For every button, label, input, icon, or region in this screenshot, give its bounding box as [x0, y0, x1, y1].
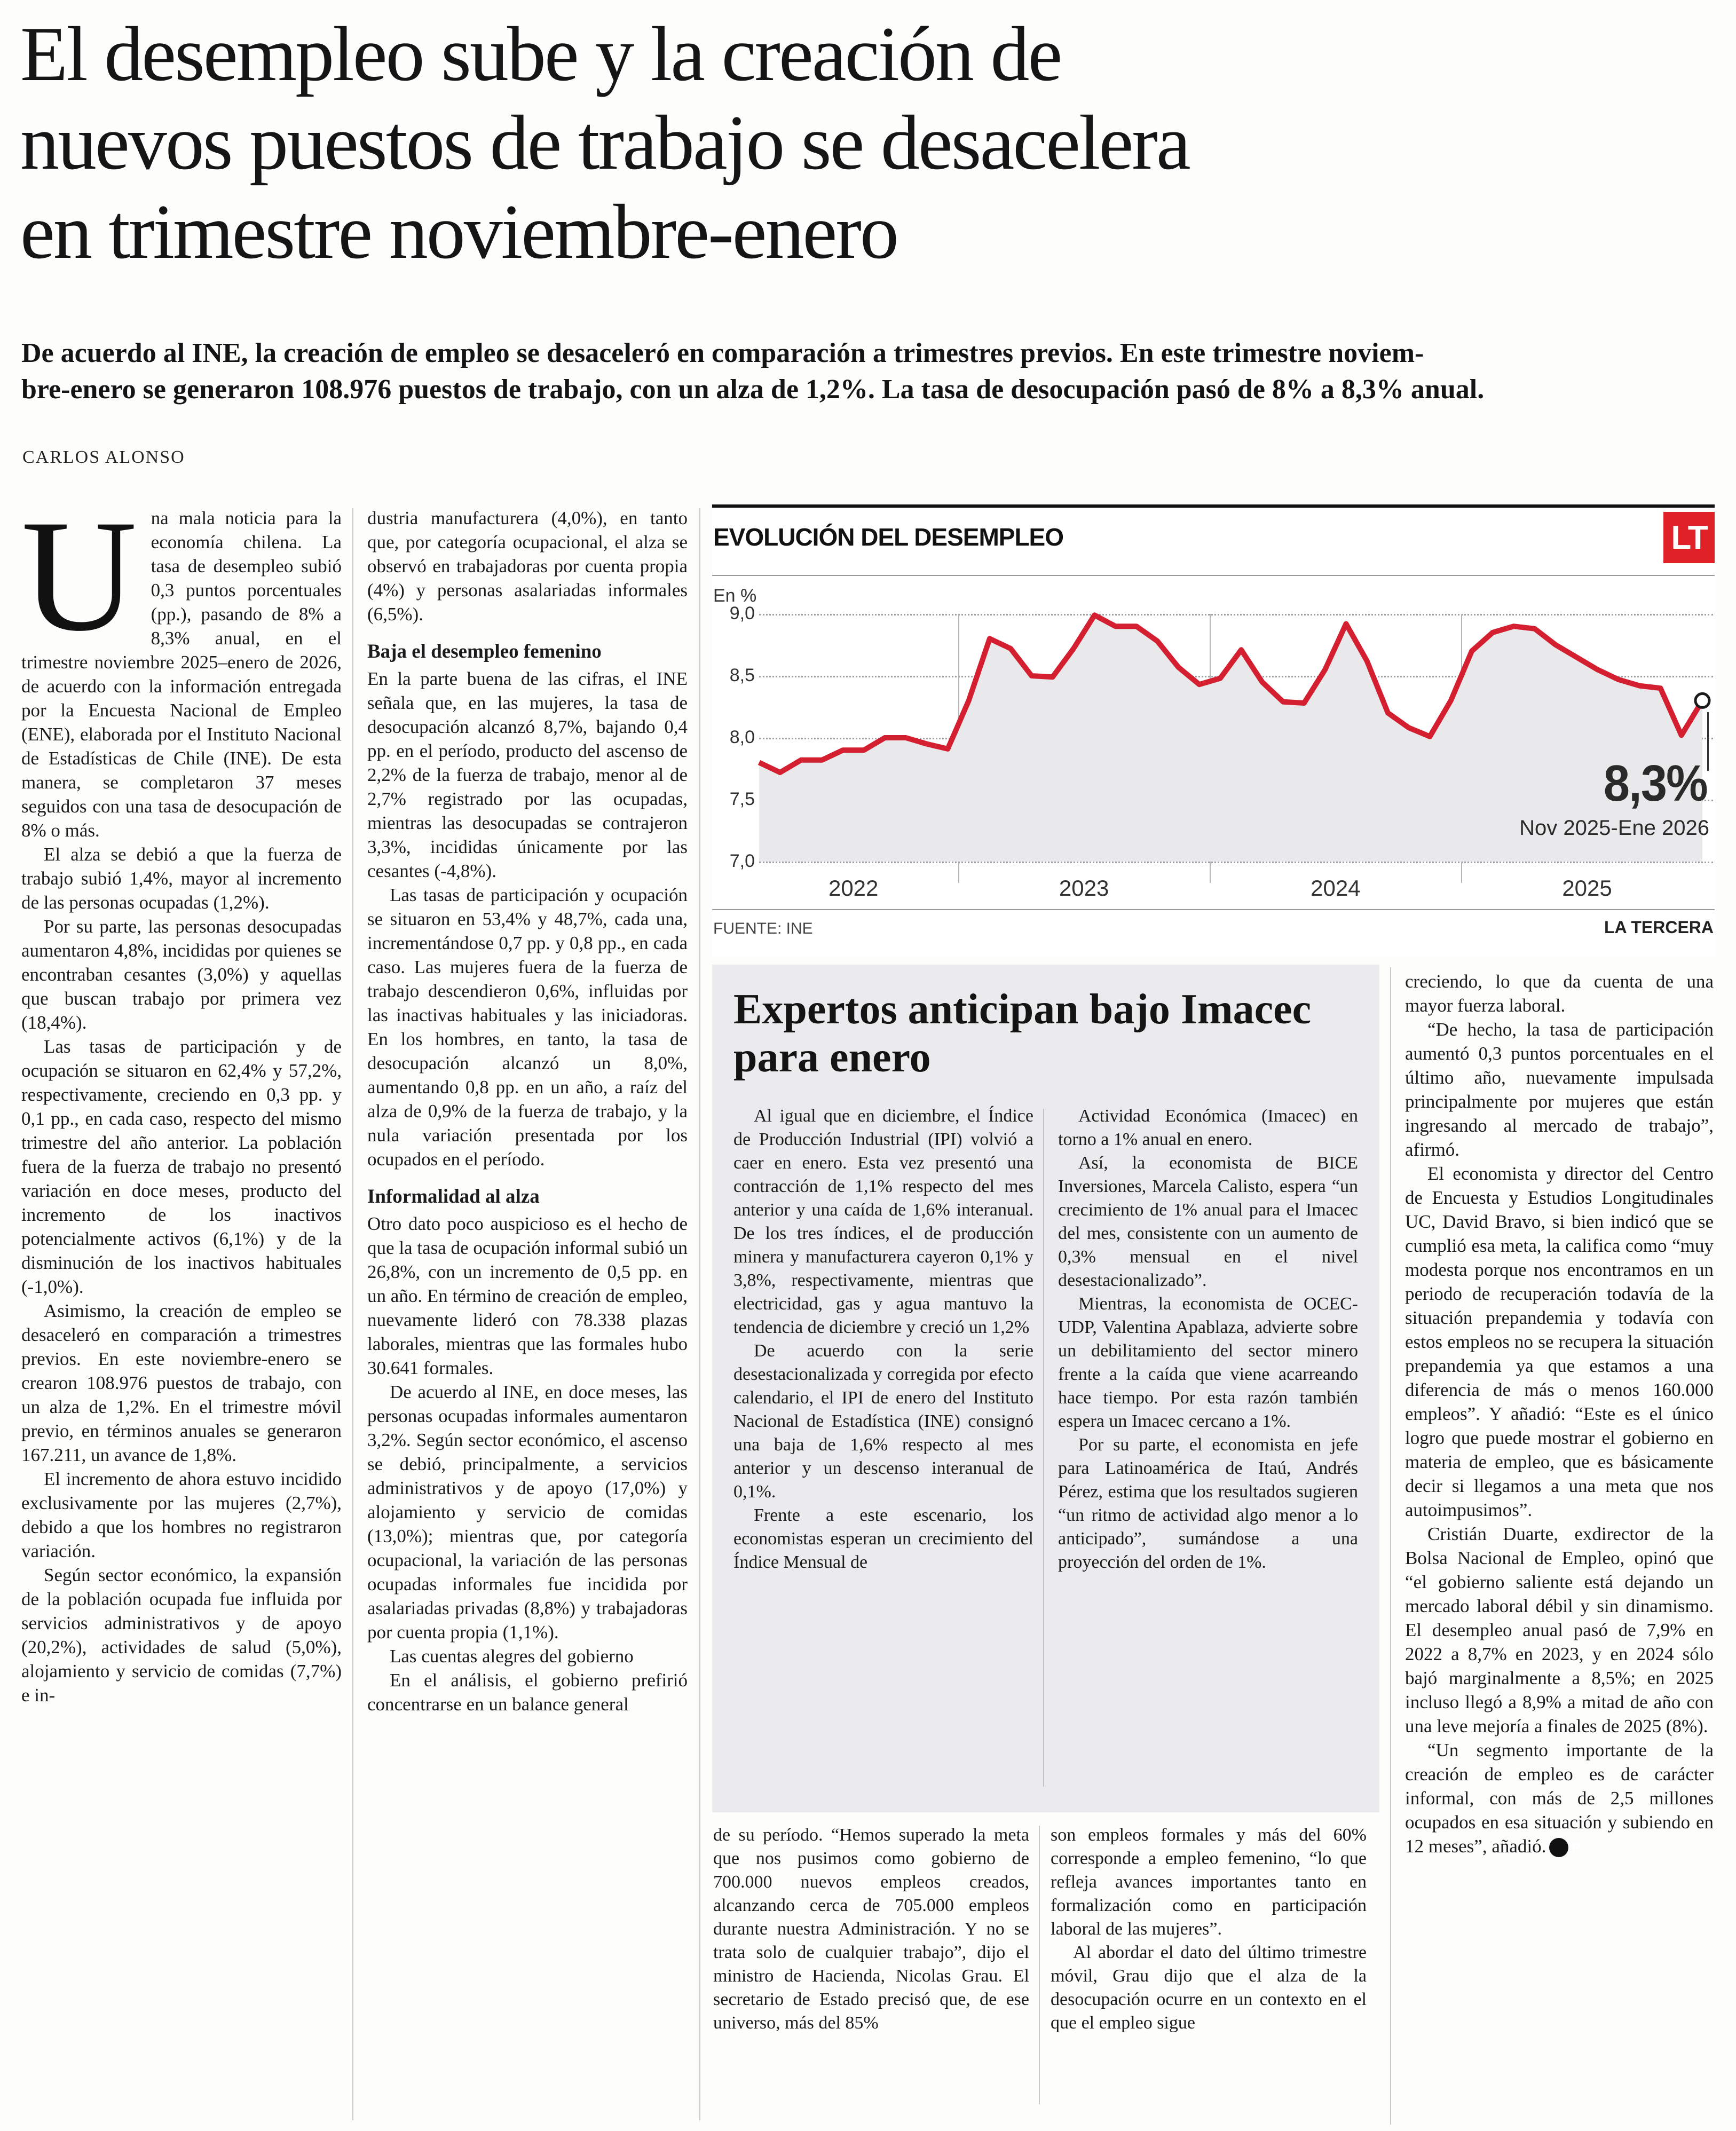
unemployment-line-chart [757, 612, 1711, 862]
paragraph: En la parte buena de las cifras, el INE … [367, 668, 688, 881]
article-column-2: dustria manufacturera (4,0%), en tanto q… [367, 506, 688, 2113]
column-rule [699, 508, 700, 2120]
paragraph: Al igual que en diciembre, el Índice de … [733, 1106, 1033, 1337]
chart-annotation-tick [1707, 712, 1709, 771]
paragraph: Cristián Duarte, exdirector de la Bolsa … [1405, 1524, 1714, 1737]
chart-bottom-rule [712, 909, 1715, 910]
drop-cap: U [21, 506, 137, 664]
last-value-marker [1694, 692, 1711, 709]
paragraph: Las tasas de participación y de ocupació… [21, 1036, 342, 1297]
feature-title: Expertos anticipan bajo Imacec para ener… [733, 986, 1312, 1081]
paragraph: Por su parte, el economista en jefe para… [1058, 1435, 1358, 1572]
chart-annotation-period: Nov 2025-Ene 2026 [1519, 816, 1709, 840]
feature-column-left: Al igual que en diciembre, el Índice de … [733, 1104, 1033, 1791]
y-axis-tick-label: 7,0 [729, 851, 755, 871]
chart-title: EVOLUCIÓN DEL DESEMPLEO [713, 523, 1064, 551]
chart-unit-label: En % [713, 586, 757, 606]
subhead: Baja el desempleo femenino [367, 641, 602, 662]
paragraph: Asimismo, la creación de empleo se desac… [21, 1300, 342, 1465]
paragraph: En el análisis, el gobierno prefirió con… [367, 1670, 688, 1715]
paragraph: Según sector económico, la expansión de … [21, 1565, 342, 1706]
end-of-article-mark: P [1549, 1838, 1581, 1857]
paragraph: Actividad Económica (Imacec) en torno a … [1058, 1106, 1358, 1149]
column-rule [1039, 1826, 1040, 2104]
chart-top-rule [712, 504, 1715, 508]
gridline [759, 862, 1713, 863]
column-rule [1390, 967, 1391, 2125]
paragraph: El alza se debió a que la fuerza de trab… [21, 844, 342, 913]
chart-credit: LA TERCERA [1604, 918, 1714, 937]
paragraph: Así, la economista de BICE Inversiones, … [1058, 1153, 1358, 1290]
paragraph: Mientras, la economista de OCEC-UDP, Val… [1058, 1294, 1358, 1431]
feature-column-right: Actividad Económica (Imacec) en torno a … [1058, 1104, 1358, 1791]
y-axis-tick-label: 9,0 [729, 603, 755, 623]
feature-box: Expertos anticipan bajo Imacec para ener… [712, 965, 1379, 1812]
paragraph: De acuerdo al INE, en doce meses, las pe… [367, 1382, 688, 1643]
column-rule [352, 508, 353, 2120]
lt-logo: LT [1663, 512, 1715, 563]
x-axis-year-label: 2025 [1562, 875, 1612, 901]
feature-column-rule [1043, 1109, 1044, 1787]
byline: CARLOS ALONSO [22, 447, 185, 467]
article-column-right: creciendo, lo que da cuenta de una mayor… [1405, 969, 1714, 2128]
paragraph: son empleos formales y más del 60% corre… [1051, 1825, 1367, 1939]
paragraph: “Un segmento importante de la creación d… [1405, 1740, 1714, 1857]
paragraph: De acuerdo con la serie desestacionaliza… [733, 1341, 1033, 1502]
article-column-bottom-left: de su período. “Hemos superado la meta q… [713, 1824, 1029, 2122]
paragraph: Otro dato poco auspicioso es el hecho de… [367, 1213, 688, 1378]
y-axis-tick-label: 8,5 [729, 665, 755, 685]
x-axis-year-label: 2024 [1311, 875, 1361, 901]
paragraph: El incremento de ahora estuvo incidido e… [21, 1469, 342, 1561]
paragraph: de su período. “Hemos superado la meta q… [713, 1825, 1029, 2033]
unemployment-chart: EVOLUCIÓN DEL DESEMPLEO LT En % 9,0 8,5 8,… [712, 504, 1715, 957]
chart-annotation-value: 8,3% [1604, 755, 1708, 812]
headline: El desempleo sube y la creación de nuevo… [20, 11, 1191, 275]
area-fill [759, 615, 1702, 862]
paragraph: “De hecho, la tasa de participación aume… [1405, 1019, 1714, 1160]
paragraph: Frente a este escenario, los economistas… [733, 1505, 1033, 1572]
unemployment-line [757, 612, 1705, 775]
subhead: Informalidad al alza [367, 1186, 540, 1207]
paragraph: Las cuentas alegres del gobierno [390, 1646, 634, 1667]
paragraph: El economista y director del Centro de E… [1405, 1163, 1714, 1520]
paragraph: Las tasas de participación y ocupación s… [367, 885, 688, 1170]
paragraph: creciendo, lo que da cuenta de una mayor… [1405, 971, 1714, 1016]
chart-source: FUENTE: INE [713, 920, 813, 937]
x-axis-year-label: 2022 [828, 875, 879, 901]
paragraph: Al abordar el dato del último trimestre … [1051, 1943, 1367, 2033]
article-column-bottom-right: son empleos formales y más del 60% corre… [1051, 1824, 1367, 2122]
deck: De acuerdo al INE, la creación de empleo… [21, 338, 1485, 405]
gridline [759, 614, 1713, 615]
x-axis-year-label: 2023 [1059, 875, 1109, 901]
y-axis-tick-label: 7,5 [729, 789, 755, 809]
chart-plot-area: 9,0 8,5 8,0 7,5 7,0 2022 2023 2024 2025 [712, 504, 1715, 910]
paragraph: Por su parte, las personas desocupadas a… [21, 916, 342, 1033]
y-axis-tick-label: 8,0 [729, 727, 755, 747]
chart-title-rule [712, 575, 1715, 576]
paragraph: dustria manufacturera (4,0%), en tanto q… [367, 508, 688, 625]
